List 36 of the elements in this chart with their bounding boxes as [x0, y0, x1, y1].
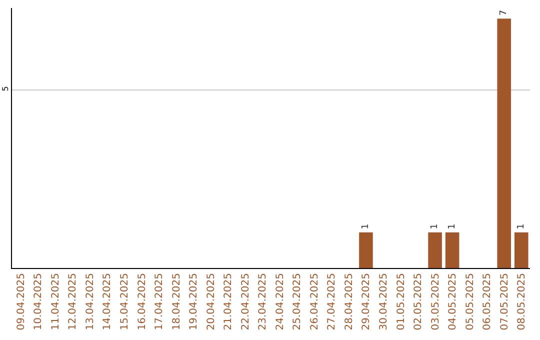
data-label: 1: [516, 224, 526, 230]
x-tick-label: 23.04.2025: [258, 273, 269, 330]
x-tick-label: 14.04.2025: [102, 273, 114, 330]
x-tick-label: 17.04.2025: [154, 273, 166, 330]
x-tick-label: 24.04.2025: [274, 273, 286, 330]
data-label: 1: [447, 224, 458, 230]
x-tick-label: 15.04.2025: [119, 273, 130, 330]
x-tick-label: 29.04.2025: [361, 273, 372, 330]
x-tick-label: 01.05.2025: [396, 273, 407, 330]
x-tick-label: 30.04.2025: [378, 273, 390, 330]
x-tick-label: 21.04.2025: [223, 273, 234, 330]
x-tick-label: 10.04.2025: [33, 273, 44, 330]
x-tick-label: 06.05.2025: [482, 273, 494, 330]
data-label: 1: [430, 224, 440, 230]
x-tick-label: 12.04.2025: [68, 273, 79, 330]
x-tick-label: 28.04.2025: [344, 273, 355, 330]
x-tick-label: 02.05.2025: [413, 273, 424, 330]
x-tick-label: 04.05.2025: [448, 273, 459, 330]
y-tick-label: 5: [0, 86, 10, 92]
x-tick-label: 20.04.2025: [206, 273, 217, 330]
x-tick-label: 05.05.2025: [464, 273, 476, 330]
x-tick-label: 13.04.2025: [84, 273, 96, 330]
x-tick-label: 25.04.2025: [292, 273, 304, 330]
x-tick-label: 03.05.2025: [430, 273, 442, 330]
x-tick-label: 19.04.2025: [188, 273, 200, 330]
data-label: 7: [499, 10, 510, 16]
data-label: 1: [360, 224, 371, 230]
x-tick-label: 16.04.2025: [136, 273, 148, 330]
x-tick-label: 22.04.2025: [240, 273, 252, 330]
x-tick-label: 08.05.2025: [516, 273, 528, 330]
x-tick-label: 26.04.2025: [309, 273, 320, 330]
x-tick-label: 11.04.2025: [50, 273, 62, 330]
x-tick-label: 27.04.2025: [326, 273, 338, 330]
x-tick-label: 09.04.2025: [16, 273, 27, 330]
x-tick-label: 18.04.2025: [171, 273, 182, 330]
x-tick-label: 07.05.2025: [499, 273, 510, 330]
